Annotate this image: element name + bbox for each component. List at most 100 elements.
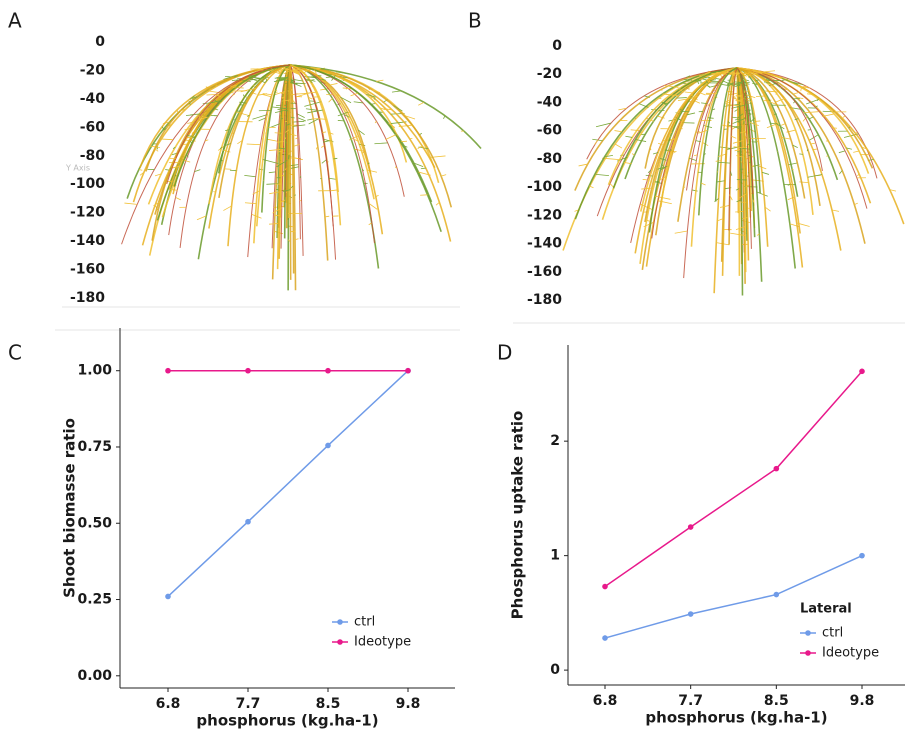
lateral-root: [794, 92, 800, 95]
lateral-root: [189, 141, 192, 143]
lateral-root: [261, 138, 264, 140]
lateral-root: [315, 145, 319, 150]
lateral-root: [383, 108, 393, 111]
y-tick-label: -160: [527, 264, 562, 280]
lateral-root: [333, 157, 338, 160]
lateral-root: [618, 107, 627, 111]
series-line: [167, 370, 409, 598]
lateral-root: [810, 142, 815, 145]
lateral-root: [799, 181, 809, 184]
lateral-root: [802, 116, 808, 122]
lateral-root: [335, 71, 350, 75]
data-point: [773, 591, 780, 598]
lateral-root: [788, 162, 798, 166]
lateral-root: [800, 87, 802, 92]
x-tick-label: 8.5: [316, 696, 341, 712]
lateral-root: [223, 205, 232, 211]
lateral-root: [660, 167, 666, 170]
lateral-root: [435, 202, 440, 206]
lateral-root: [282, 109, 288, 112]
lateral-root: [336, 78, 343, 82]
lateral-root: [232, 93, 235, 96]
lateral-root: [614, 130, 623, 133]
lateral-root: [659, 158, 667, 161]
lateral-root: [761, 171, 770, 175]
lateral-root: [719, 204, 730, 208]
lateral-root: [802, 111, 819, 114]
y-tick-label: -80: [537, 151, 563, 167]
lateral-root: [719, 146, 731, 149]
lateral-root: [732, 117, 746, 124]
lateral-root: [350, 121, 352, 124]
lateral-root: [734, 148, 741, 152]
lateral-root: [674, 230, 688, 234]
lateral-root: [295, 137, 298, 140]
lateral-root: [353, 138, 359, 142]
legend-label: Ideotype: [354, 635, 411, 650]
y-tick-label: 0: [550, 662, 560, 678]
lateral-root: [614, 143, 623, 149]
lateral-root: [743, 90, 746, 94]
lateral-root: [276, 141, 284, 143]
lateral-root: [294, 143, 300, 147]
lateral-root: [657, 200, 672, 205]
lateral-root: [308, 118, 320, 125]
lateral-root: [172, 146, 176, 149]
lateral-root: [756, 191, 768, 197]
lateral-root: [742, 147, 751, 150]
lateral-root: [752, 82, 758, 85]
lateral-root: [183, 159, 191, 163]
lateral-root: [689, 157, 697, 162]
lateral-root: [270, 68, 272, 70]
lateral-root: [686, 75, 691, 78]
root: [289, 64, 304, 256]
lateral-root: [751, 165, 755, 168]
lateral-root: [233, 118, 237, 121]
lateral-root: [748, 121, 759, 127]
lateral-root: [595, 122, 612, 128]
lateral-root: [321, 78, 326, 81]
lateral-root: [623, 161, 632, 165]
data-point: [687, 611, 694, 617]
lateral-root: [179, 108, 186, 112]
legend-label: ctrl: [354, 615, 375, 630]
lateral-root: [803, 86, 811, 89]
lateral-root: [350, 83, 359, 87]
lateral-root: [732, 139, 745, 144]
lateral-root: [266, 183, 280, 185]
lateral-root: [724, 99, 731, 103]
lateral-root: [418, 171, 431, 176]
lateral-root: [756, 140, 759, 143]
lateral-root: [153, 201, 161, 207]
lateral-root: [251, 213, 262, 219]
x-tick-label: 6.8: [593, 693, 618, 709]
lateral-root: [328, 98, 333, 103]
lateral-root: [735, 94, 743, 97]
data-point: [405, 367, 411, 374]
lateral-root: [225, 129, 230, 131]
lateral-root: [368, 222, 372, 226]
lateral-root: [247, 114, 250, 117]
lateral-root: [722, 80, 737, 87]
panel-label: D: [497, 341, 512, 365]
lateral-root: [698, 72, 711, 77]
lateral-root: [664, 85, 679, 88]
lateral-root: [246, 143, 261, 146]
lateral-root: [831, 127, 838, 129]
lateral-root: [335, 93, 341, 98]
lateral-root: [821, 113, 835, 117]
lateral-root: [310, 67, 321, 69]
lateral-root: [224, 143, 231, 146]
data-point: [325, 442, 331, 449]
lateral-root: [194, 169, 201, 173]
y-tick-label: 0.00: [77, 668, 112, 684]
lateral-root: [848, 126, 850, 129]
lateral-root: [805, 99, 819, 105]
lateral-root: [213, 190, 216, 193]
lateral-root: [698, 129, 708, 134]
lateral-root: [219, 146, 223, 150]
lateral-root: [343, 114, 350, 118]
lateral-root: [321, 159, 327, 164]
lateral-root: [292, 69, 299, 74]
